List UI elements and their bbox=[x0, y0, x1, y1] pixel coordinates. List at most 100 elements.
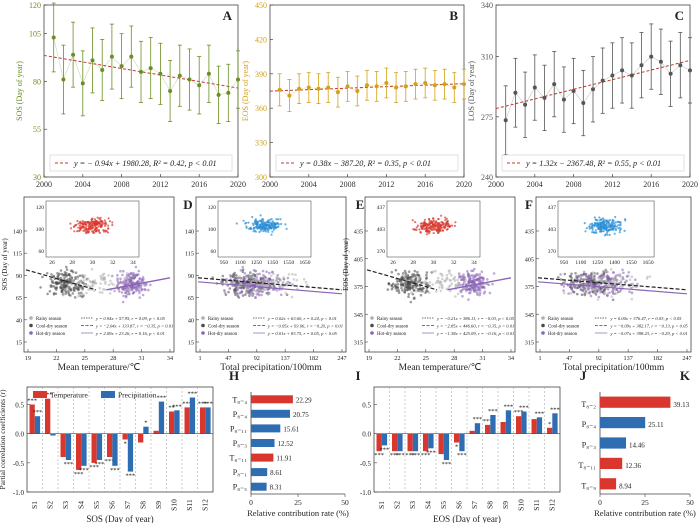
legend-marker bbox=[541, 316, 545, 320]
scatter-point bbox=[419, 293, 423, 297]
scatter-point bbox=[611, 298, 615, 302]
bar-precipitation bbox=[397, 433, 403, 452]
scatter-point bbox=[290, 295, 294, 299]
legend-equation: y = −2.04x + 133.87, r = −0.35, p < 0.01 bbox=[95, 324, 173, 330]
bar-temperature bbox=[107, 433, 113, 457]
fit-line-hot bbox=[537, 281, 688, 295]
inset-x-tick-label: 32 bbox=[110, 260, 116, 266]
scatter-point bbox=[571, 284, 574, 288]
x-tick-label: 19 bbox=[366, 355, 372, 362]
scatter-point bbox=[261, 276, 265, 280]
scatter-point bbox=[439, 280, 442, 284]
scatter-point bbox=[570, 280, 573, 284]
scatter-point bbox=[397, 272, 400, 276]
x-tick-label: 2012 bbox=[378, 180, 394, 189]
fit-line-hot bbox=[447, 277, 512, 291]
inset-point bbox=[259, 229, 263, 232]
scatter-point bbox=[621, 268, 624, 272]
scatter-point bbox=[116, 277, 119, 280]
significance-stars: * bbox=[123, 441, 126, 448]
scatter-point bbox=[275, 279, 279, 283]
scatter-point bbox=[608, 284, 611, 287]
scatter-point bbox=[135, 274, 138, 277]
bar-temperature bbox=[91, 433, 97, 463]
bar-temperature bbox=[469, 430, 475, 434]
scatter-point bbox=[56, 282, 59, 285]
scatter-point bbox=[461, 288, 464, 292]
contribution-bar bbox=[600, 437, 626, 449]
category-label: T₈₋₄ bbox=[232, 395, 247, 404]
data-point bbox=[206, 71, 211, 76]
scatter-point bbox=[211, 276, 214, 279]
scatter-point bbox=[613, 288, 617, 292]
scatter-point bbox=[83, 274, 87, 277]
scatter-point bbox=[123, 276, 126, 280]
scatter-point bbox=[250, 276, 253, 279]
scatter-point bbox=[240, 286, 243, 290]
scatter-point bbox=[618, 273, 622, 276]
inset-point bbox=[453, 224, 456, 227]
data-point bbox=[503, 118, 508, 123]
scatter-point bbox=[476, 292, 479, 296]
scatter-point bbox=[622, 271, 625, 275]
scatter-point bbox=[482, 292, 486, 295]
inset-point bbox=[594, 229, 598, 232]
scatter-point bbox=[591, 271, 595, 274]
scatter-point bbox=[562, 285, 566, 288]
panel-right-bars: -1.0-0.50.00.5******S1******S2******S3**… bbox=[360, 386, 561, 523]
data-point bbox=[119, 64, 124, 69]
trend-line bbox=[43, 54, 239, 89]
x-tick-label: S11 bbox=[532, 499, 541, 511]
data-point bbox=[168, 89, 173, 93]
inset-point bbox=[443, 226, 446, 229]
legend-swatch-precipitation bbox=[101, 391, 115, 398]
scatter-point bbox=[415, 289, 418, 293]
significance-stars: * bbox=[455, 443, 458, 450]
scatter-point bbox=[245, 274, 248, 278]
scatter-point bbox=[570, 272, 573, 276]
scatter-point bbox=[467, 298, 470, 301]
bar-precipitation bbox=[505, 410, 512, 434]
scatter-point bbox=[581, 288, 585, 291]
scatter-point bbox=[479, 284, 483, 288]
inset-point bbox=[596, 224, 600, 227]
scatter-point bbox=[89, 285, 92, 288]
scatter-point bbox=[459, 291, 463, 294]
inset-point bbox=[613, 232, 616, 235]
legend-marker bbox=[201, 323, 205, 328]
y-tick-label: 405 bbox=[354, 256, 363, 263]
inset-point bbox=[591, 228, 594, 231]
significance-stars: *** bbox=[95, 461, 105, 468]
scatter-point bbox=[582, 278, 585, 282]
scatter-point bbox=[405, 277, 409, 281]
x-tick-label: 2008 bbox=[114, 180, 130, 189]
data-point bbox=[158, 71, 163, 76]
data-point bbox=[591, 87, 595, 92]
contribution-bar bbox=[251, 409, 290, 418]
bar-precipitation bbox=[96, 433, 103, 460]
scatter-point bbox=[628, 278, 632, 282]
scatter-point bbox=[76, 275, 80, 279]
scatter-point bbox=[244, 276, 247, 280]
inset-point bbox=[601, 217, 605, 220]
scatter-point bbox=[68, 274, 72, 278]
inset-point bbox=[419, 230, 422, 234]
scatter-point bbox=[101, 291, 104, 294]
scatter-point bbox=[593, 291, 597, 295]
inset-point bbox=[441, 222, 444, 225]
legend-marker bbox=[370, 316, 374, 320]
scatter-point bbox=[241, 270, 245, 274]
data-point bbox=[51, 35, 56, 40]
significance-stars: *** bbox=[79, 467, 89, 474]
inset-point bbox=[100, 220, 103, 223]
scatter-point bbox=[598, 291, 602, 294]
scatter-point bbox=[273, 280, 276, 284]
legend-equation: y = 0.00x + 376.47, r = 0.03, p < 0.05 bbox=[609, 316, 682, 322]
scatter-point bbox=[469, 280, 472, 284]
scatter-point bbox=[603, 270, 607, 273]
significance-stars: *** bbox=[172, 403, 182, 410]
contribution-bar bbox=[600, 417, 646, 429]
scatter-point bbox=[589, 294, 593, 298]
data-point bbox=[139, 69, 143, 74]
data-point bbox=[629, 73, 634, 78]
